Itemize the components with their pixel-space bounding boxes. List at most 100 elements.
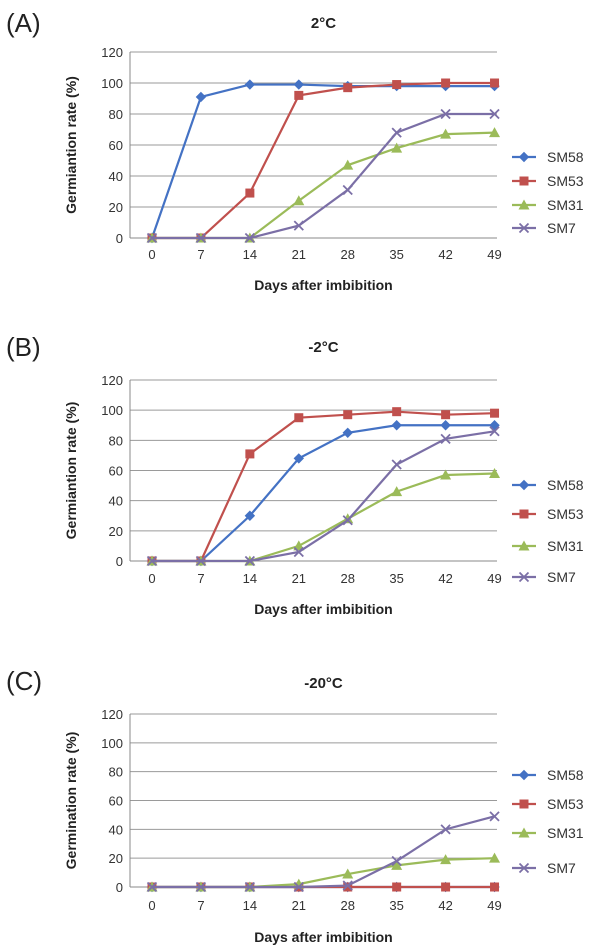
chart-title: -20°C: [304, 675, 343, 692]
legend-item-sm7: SM7: [512, 220, 576, 236]
legend-label: SM53: [547, 506, 584, 522]
x-tick-label: 0: [148, 898, 155, 913]
legend-item-sm58: SM58: [512, 149, 584, 165]
series-line-sm7: [152, 430, 495, 563]
sm58-point-1: [195, 91, 207, 103]
chart-title: 2°C: [311, 15, 336, 32]
legend-item-sm31: SM31: [512, 825, 584, 841]
legend-label: SM53: [547, 173, 584, 189]
sm53-point-4: [343, 83, 353, 93]
sm58-point-legend: [518, 769, 530, 781]
sm7-point-3: [293, 881, 304, 893]
x-tick-label: 14: [243, 898, 257, 913]
sm53-point-7: [490, 408, 500, 418]
sm53-point-legend: [519, 509, 529, 519]
sm58-point-3: [293, 79, 305, 90]
sm58-point-2: [244, 510, 256, 521]
sm7-point-2: [244, 881, 256, 893]
series-line-sm31: [152, 131, 495, 240]
sm7-point-4: [342, 184, 353, 196]
sm53-point-6: [441, 78, 451, 88]
y-tick-label: 40: [109, 822, 123, 837]
series-line-sm53: [152, 81, 495, 240]
sm53-point-4: [343, 882, 353, 892]
series-sm53: [147, 78, 500, 243]
sm53-point-6: [441, 882, 451, 892]
chart-panel-3: (C) -20°C 0 20 40 60 80 100 120 0 7 14 21 28 35 42 49 Day…: [6, 666, 584, 945]
x-tick-label: 35: [389, 898, 403, 913]
sm53-point-5: [392, 407, 402, 417]
legend-label: SM7: [547, 220, 576, 236]
sm7-point-3: [293, 220, 304, 231]
legend-label: SM58: [547, 149, 584, 165]
sm58-point-4: [342, 427, 353, 438]
legend-item-sm53: SM53: [512, 796, 584, 812]
sm7-point-5: [391, 127, 402, 138]
legend-item-sm7: SM7: [512, 569, 576, 585]
sm53-point-7: [490, 882, 500, 892]
y-tick-label: 60: [109, 138, 123, 153]
x-tick-label: 42: [438, 898, 452, 913]
sm7-point-5: [391, 459, 402, 470]
series-sm31: [146, 468, 501, 566]
sm31-point-6: [440, 854, 452, 865]
x-axis-label: Days after imbibition: [254, 277, 392, 293]
legend-item-sm53: SM53: [512, 506, 584, 522]
sm7-point-legend: [518, 571, 530, 583]
sm31-point-3: [293, 540, 305, 551]
legend-label: SM31: [547, 197, 584, 213]
sm31-point-5: [391, 142, 403, 153]
y-tick-label: 100: [101, 76, 123, 91]
series-line-sm31: [152, 472, 495, 563]
x-tick-label: 21: [292, 571, 306, 586]
sm31-point-legend: [518, 827, 530, 838]
series-sm7: [146, 426, 500, 567]
sm31-point-6: [440, 469, 452, 480]
sm7-point-1: [195, 881, 207, 893]
y-tick-label: 20: [109, 851, 123, 866]
x-tick-label: 49: [487, 898, 501, 913]
legend-label: SM31: [547, 825, 584, 841]
y-tick-label: 120: [101, 45, 123, 60]
legend-item-sm31: SM31: [512, 538, 584, 554]
sm7-point-legend: [518, 862, 530, 874]
panel-label: (C): [6, 666, 42, 696]
series-sm31: [146, 127, 501, 243]
sm53-point-3: [294, 90, 304, 100]
sm53-point-legend: [519, 799, 529, 809]
series-sm53: [147, 407, 500, 566]
panel-label: (B): [6, 332, 41, 362]
y-tick-label: 20: [109, 524, 123, 539]
x-tick-label: 35: [389, 571, 403, 586]
sm53-point-5: [392, 882, 402, 892]
series-line-sm7: [152, 112, 495, 240]
sm31-point-5: [391, 859, 403, 870]
x-tick-label: 42: [438, 571, 452, 586]
series-line-sm58: [152, 424, 495, 563]
panel-label: (A): [6, 8, 41, 38]
y-tick-label: 120: [101, 707, 123, 722]
sm53-point-4: [343, 410, 353, 420]
x-tick-label: 7: [197, 898, 204, 913]
sm31-point-7: [489, 852, 501, 863]
y-tick-label: 80: [109, 433, 123, 448]
chart-panel-2: (B) -2°C 0 20 40 60 80 100 120 0 7 14 21 28 35 42 49 Days…: [6, 332, 584, 617]
sm58-point-2: [244, 79, 256, 90]
sm31-point-7: [489, 468, 501, 479]
sm53-point-legend: [519, 176, 529, 186]
sm53-point-2: [245, 188, 255, 198]
sm7-point-0: [146, 555, 158, 567]
sm7-point-legend: [518, 222, 530, 234]
series-line-sm7: [152, 815, 495, 889]
sm31-point-4: [342, 868, 354, 879]
legend-label: SM58: [547, 477, 584, 493]
chart-title: -2°C: [308, 339, 338, 356]
y-tick-label: 120: [101, 373, 123, 388]
x-tick-label: 49: [487, 571, 501, 586]
y-tick-label: 40: [109, 169, 123, 184]
y-tick-label: 60: [109, 794, 123, 809]
sm7-point-2: [244, 232, 256, 244]
x-tick-label: 28: [340, 898, 354, 913]
sm7-point-7: [489, 426, 500, 437]
